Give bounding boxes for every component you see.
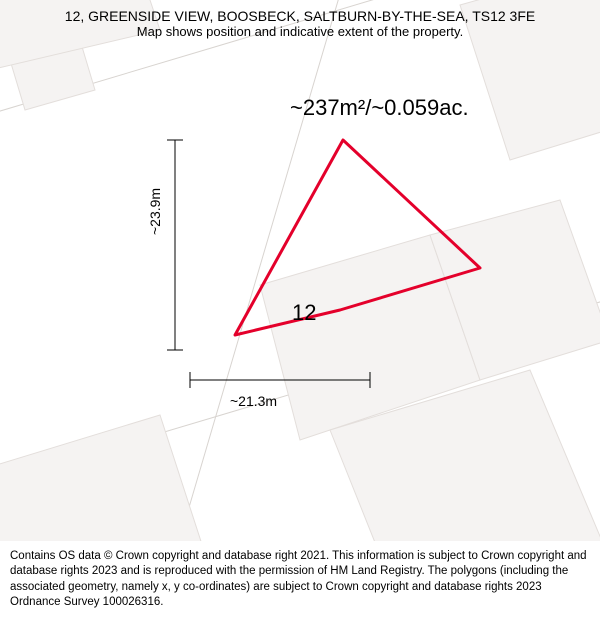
header: 12, GREENSIDE VIEW, BOOSBECK, SALTBURN-B… — [0, 0, 600, 43]
address-title: 12, GREENSIDE VIEW, BOOSBECK, SALTBURN-B… — [10, 8, 590, 24]
copyright-footer: Contains OS data © Crown copyright and d… — [0, 541, 600, 625]
property-number-label: 12 — [292, 300, 316, 326]
area-measurement-label: ~237m²/~0.059ac. — [290, 95, 469, 121]
map-subtitle: Map shows position and indicative extent… — [10, 24, 590, 39]
horizontal-dimension-label: ~21.3m — [230, 393, 277, 409]
vertical-dimension-label: ~23.9m — [147, 188, 163, 235]
